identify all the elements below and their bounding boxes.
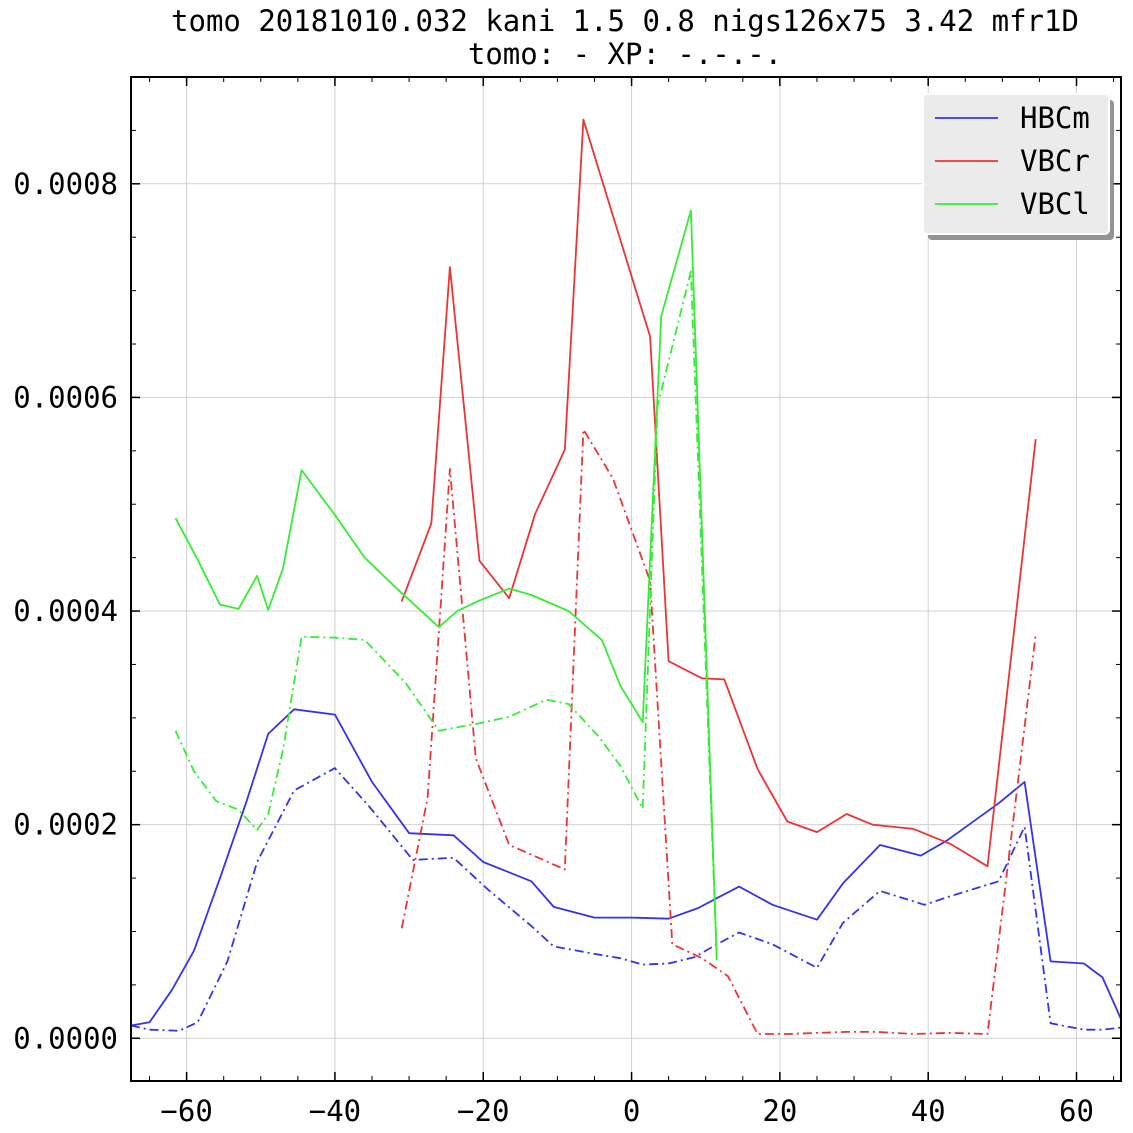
- x-tick-label: 0: [623, 1094, 640, 1128]
- y-tick-label: 0.0004: [13, 594, 118, 628]
- x-tick-label: −40: [309, 1094, 361, 1128]
- x-tick-label: 20: [762, 1094, 797, 1128]
- legend: HBCm VBCr VBCl: [922, 93, 1114, 240]
- legend-label-vbcr: VBCr: [1020, 144, 1090, 178]
- legend-box: [922, 93, 1110, 235]
- y-tick-label: 0.0008: [13, 167, 118, 201]
- series-group: [130, 118, 1122, 1035]
- y-tick-label: 0.0002: [13, 808, 118, 842]
- x-tick-label: −60: [160, 1094, 212, 1128]
- chart-title: tomo 20181010.032 kani 1.5 0.8 nigs126x7…: [171, 4, 1079, 38]
- series-line-hbcm-dashdot: [130, 767, 1122, 1032]
- axis-ticks: −60 −40 −20 0 20 40 60 0.0000 0.0002 0.0004 0.0006…: [13, 76, 1121, 1128]
- series-line-vbcr-solid: [400, 118, 1037, 868]
- grid: [131, 77, 1121, 1081]
- legend-label-hbcm: HBCm: [1020, 101, 1090, 135]
- plot-frame: [130, 76, 1122, 1082]
- y-tick-label: 0.0000: [13, 1021, 118, 1055]
- series-line-vbcl-dashdot: [174, 270, 718, 961]
- y-tick-label: 0.0006: [13, 380, 118, 414]
- x-tick-label: 40: [911, 1094, 946, 1128]
- x-tick-label: −20: [457, 1094, 509, 1128]
- series-line-vbcr-dashdot: [400, 428, 1037, 1035]
- legend-label-vbcl: VBCl: [1020, 187, 1090, 221]
- chart-subtitle: tomo: - XP: -.-.-.: [468, 37, 782, 71]
- series-line-vbcl-solid: [174, 209, 718, 961]
- series-line-hbcm-solid: [130, 708, 1122, 1027]
- x-tick-label: 60: [1059, 1094, 1094, 1128]
